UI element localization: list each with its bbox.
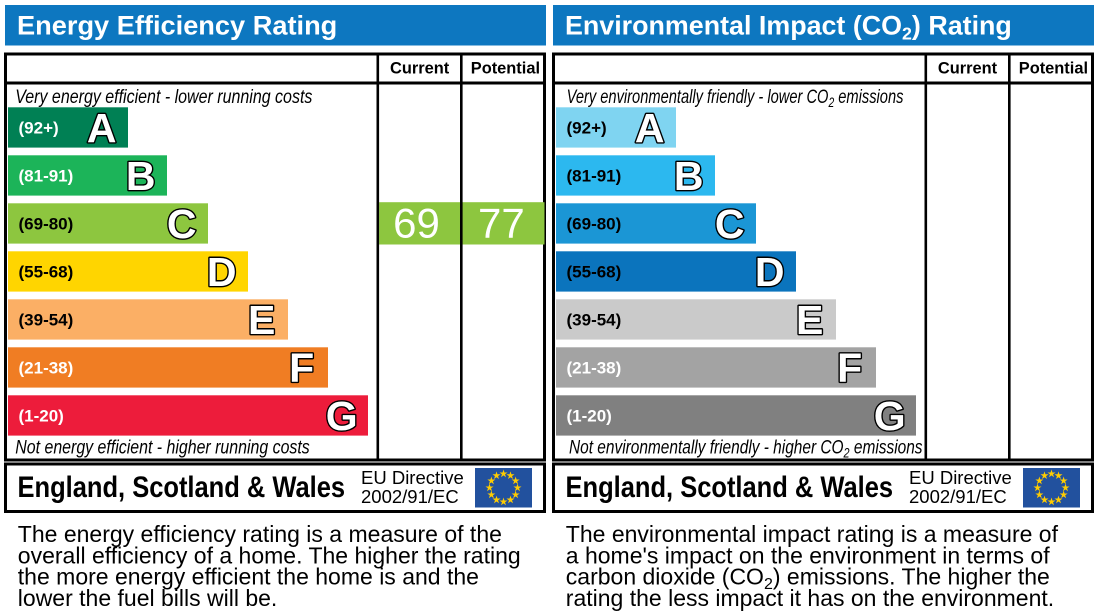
svg-text:Not energy efficient - higher: Not energy efficient - higher running co… — [15, 436, 310, 458]
svg-text:(21-38): (21-38) — [19, 358, 74, 377]
svg-text:EU Directive: EU Directive — [909, 467, 1012, 488]
svg-text:Current: Current — [390, 60, 450, 78]
svg-text:(69-80): (69-80) — [567, 214, 622, 233]
svg-text:(55-68): (55-68) — [19, 262, 74, 281]
svg-text:carbon dioxide (CO2) emissions: carbon dioxide (CO2) emissions. The high… — [566, 564, 1050, 594]
svg-text:Energy Efficiency Rating: Energy Efficiency Rating — [17, 10, 337, 41]
svg-text:(69-80): (69-80) — [19, 214, 74, 233]
svg-text:England, Scotland & Wales: England, Scotland & Wales — [566, 470, 894, 503]
svg-text:Environmental Impact (CO2) Rat: Environmental Impact (CO2) Rating — [565, 10, 1012, 43]
svg-text:E: E — [796, 297, 823, 343]
svg-text:G: G — [326, 393, 358, 439]
svg-text:(39-54): (39-54) — [567, 310, 622, 329]
svg-text:Potential: Potential — [1019, 60, 1088, 78]
svg-text:Very environmentally friendly: Very environmentally friendly - lower CO… — [567, 86, 904, 110]
svg-text:C: C — [715, 201, 745, 247]
svg-text:a home's impact on the environ: a home's impact on the environment in te… — [566, 542, 1050, 568]
svg-text:Current: Current — [938, 60, 998, 78]
svg-text:2002/91/EC: 2002/91/EC — [909, 486, 1007, 507]
svg-text:B: B — [126, 153, 156, 199]
svg-text:The energy efficiency rating i: The energy efficiency rating is a measur… — [18, 521, 502, 547]
svg-text:England, Scotland & Wales: England, Scotland & Wales — [18, 470, 346, 503]
svg-text:(81-91): (81-91) — [19, 166, 74, 185]
svg-text:The environmental impact ratin: The environmental impact rating is a mea… — [566, 521, 1059, 547]
svg-text:(1-20): (1-20) — [19, 406, 64, 425]
svg-text:overall efficiency of a home.: overall efficiency of a home. The higher… — [18, 542, 521, 568]
svg-text:D: D — [207, 249, 237, 295]
svg-text:D: D — [755, 249, 785, 295]
svg-text:F: F — [289, 345, 314, 391]
svg-text:Potential: Potential — [471, 60, 540, 78]
svg-text:Very energy efficient - lower: Very energy efficient - lower running co… — [15, 85, 312, 107]
svg-text:C: C — [167, 201, 197, 247]
svg-text:Not environmentally friendly -: Not environmentally friendly - higher CO… — [569, 436, 923, 461]
svg-text:A: A — [635, 105, 665, 151]
svg-text:G: G — [874, 393, 906, 439]
svg-text:B: B — [674, 153, 704, 199]
svg-text:the more energy efficient the: the more energy efficient the home is an… — [18, 564, 479, 590]
svg-text:(55-68): (55-68) — [567, 262, 622, 281]
svg-text:(92+): (92+) — [19, 118, 59, 137]
svg-text:E: E — [248, 297, 275, 343]
svg-text:(92+): (92+) — [567, 118, 607, 137]
svg-text:lower the fuel bills will be.: lower the fuel bills will be. — [18, 585, 278, 611]
svg-text:2002/91/EC: 2002/91/EC — [361, 486, 459, 507]
svg-text:69: 69 — [393, 200, 440, 247]
svg-text:(21-38): (21-38) — [567, 358, 622, 377]
svg-text:(1-20): (1-20) — [567, 406, 612, 425]
svg-text:F: F — [837, 345, 862, 391]
svg-text:rating the less impact it has: rating the less impact it has on the env… — [566, 585, 1054, 611]
svg-text:77: 77 — [478, 200, 525, 247]
svg-text:(81-91): (81-91) — [567, 166, 622, 185]
svg-text:(39-54): (39-54) — [19, 310, 74, 329]
svg-text:A: A — [87, 105, 117, 151]
svg-text:EU Directive: EU Directive — [361, 467, 464, 488]
